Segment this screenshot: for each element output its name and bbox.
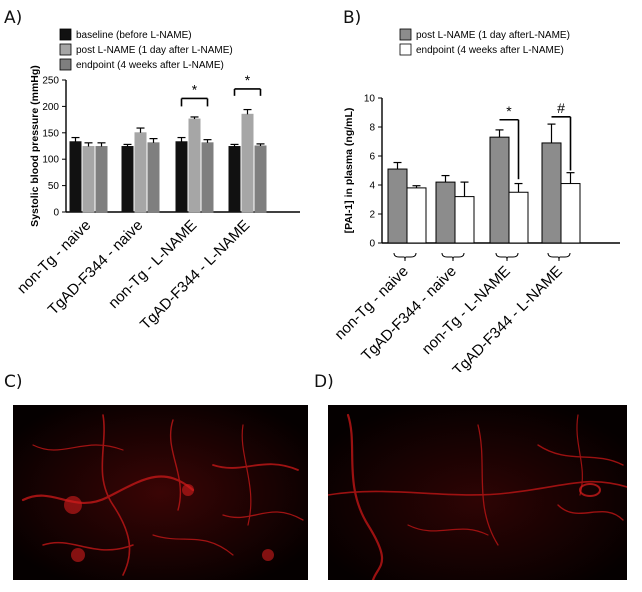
bar bbox=[387, 168, 408, 244]
legend-swatch bbox=[59, 43, 72, 56]
y-tick-label: 0 bbox=[53, 208, 59, 219]
bar bbox=[175, 141, 188, 213]
bar bbox=[82, 146, 95, 213]
panel-label-c: C) bbox=[4, 372, 23, 392]
microscopy-image-d bbox=[328, 405, 627, 580]
bar bbox=[541, 142, 562, 244]
bar bbox=[406, 187, 427, 244]
significance-bracket bbox=[180, 97, 209, 107]
panel-label-a: A) bbox=[4, 8, 23, 28]
microscopy-image-c bbox=[13, 405, 308, 580]
bar bbox=[121, 146, 134, 213]
y-tick-label: 2 bbox=[369, 210, 375, 221]
bar bbox=[254, 145, 267, 213]
y-tick-label: 200 bbox=[42, 102, 59, 113]
category-label: TgAD-F344 - naive bbox=[45, 217, 147, 319]
y-tick-label: 250 bbox=[42, 76, 59, 87]
bar bbox=[147, 142, 160, 213]
legend-label: post L-NAME (1 day after L-NAME) bbox=[76, 45, 233, 56]
bar bbox=[489, 136, 510, 244]
bar bbox=[435, 181, 456, 244]
group-brace bbox=[441, 252, 465, 262]
legend-swatch bbox=[59, 58, 72, 71]
panel-label-d: D) bbox=[314, 372, 334, 392]
group-brace bbox=[495, 252, 519, 262]
bar bbox=[95, 146, 108, 213]
y-axis-label: [PAI-1] in plasma (ng/mL) bbox=[343, 108, 355, 234]
y-tick-label: 100 bbox=[42, 155, 59, 166]
bar bbox=[228, 146, 241, 213]
category-label: TgAD-F344 - naive bbox=[358, 263, 460, 365]
significance-marker: * bbox=[192, 81, 198, 97]
bar bbox=[508, 191, 529, 244]
category-label: TgAD-F344 - L-NAME bbox=[137, 217, 253, 333]
significance-marker: * bbox=[506, 103, 512, 119]
y-axis-label: Systolic blood pressure (mmHg) bbox=[29, 65, 41, 227]
legend-swatch bbox=[399, 43, 412, 56]
bar bbox=[201, 142, 214, 213]
y-tick-label: 0 bbox=[369, 239, 375, 250]
y-tick-label: 8 bbox=[369, 123, 375, 134]
group-brace bbox=[547, 252, 571, 262]
panel-label-b: B) bbox=[343, 8, 362, 28]
bar bbox=[69, 141, 82, 213]
significance-bracket bbox=[233, 88, 262, 96]
significance-marker: # bbox=[557, 100, 565, 116]
y-tick-label: 4 bbox=[369, 181, 375, 192]
bar bbox=[188, 118, 201, 213]
significance-bracket bbox=[499, 118, 520, 180]
significance-bracket bbox=[551, 116, 572, 171]
bar bbox=[134, 132, 147, 213]
legend-label: post L-NAME (1 day afterL-NAME) bbox=[416, 30, 570, 41]
significance-marker: * bbox=[245, 72, 251, 88]
y-tick-label: 10 bbox=[364, 94, 376, 105]
legend-label: baseline (before L-NAME) bbox=[76, 30, 192, 41]
bar bbox=[241, 113, 254, 213]
bar bbox=[454, 196, 475, 244]
legend-label: endpoint (4 weeks after L-NAME) bbox=[76, 60, 224, 71]
legend-label: endpoint (4 weeks after L-NAME) bbox=[416, 45, 564, 56]
y-tick-label: 150 bbox=[42, 128, 59, 139]
bar bbox=[560, 183, 581, 244]
y-tick-label: 6 bbox=[369, 152, 375, 163]
legend-swatch bbox=[59, 28, 72, 41]
legend-swatch bbox=[399, 28, 412, 41]
y-tick-label: 50 bbox=[48, 181, 60, 192]
group-brace bbox=[393, 252, 417, 262]
